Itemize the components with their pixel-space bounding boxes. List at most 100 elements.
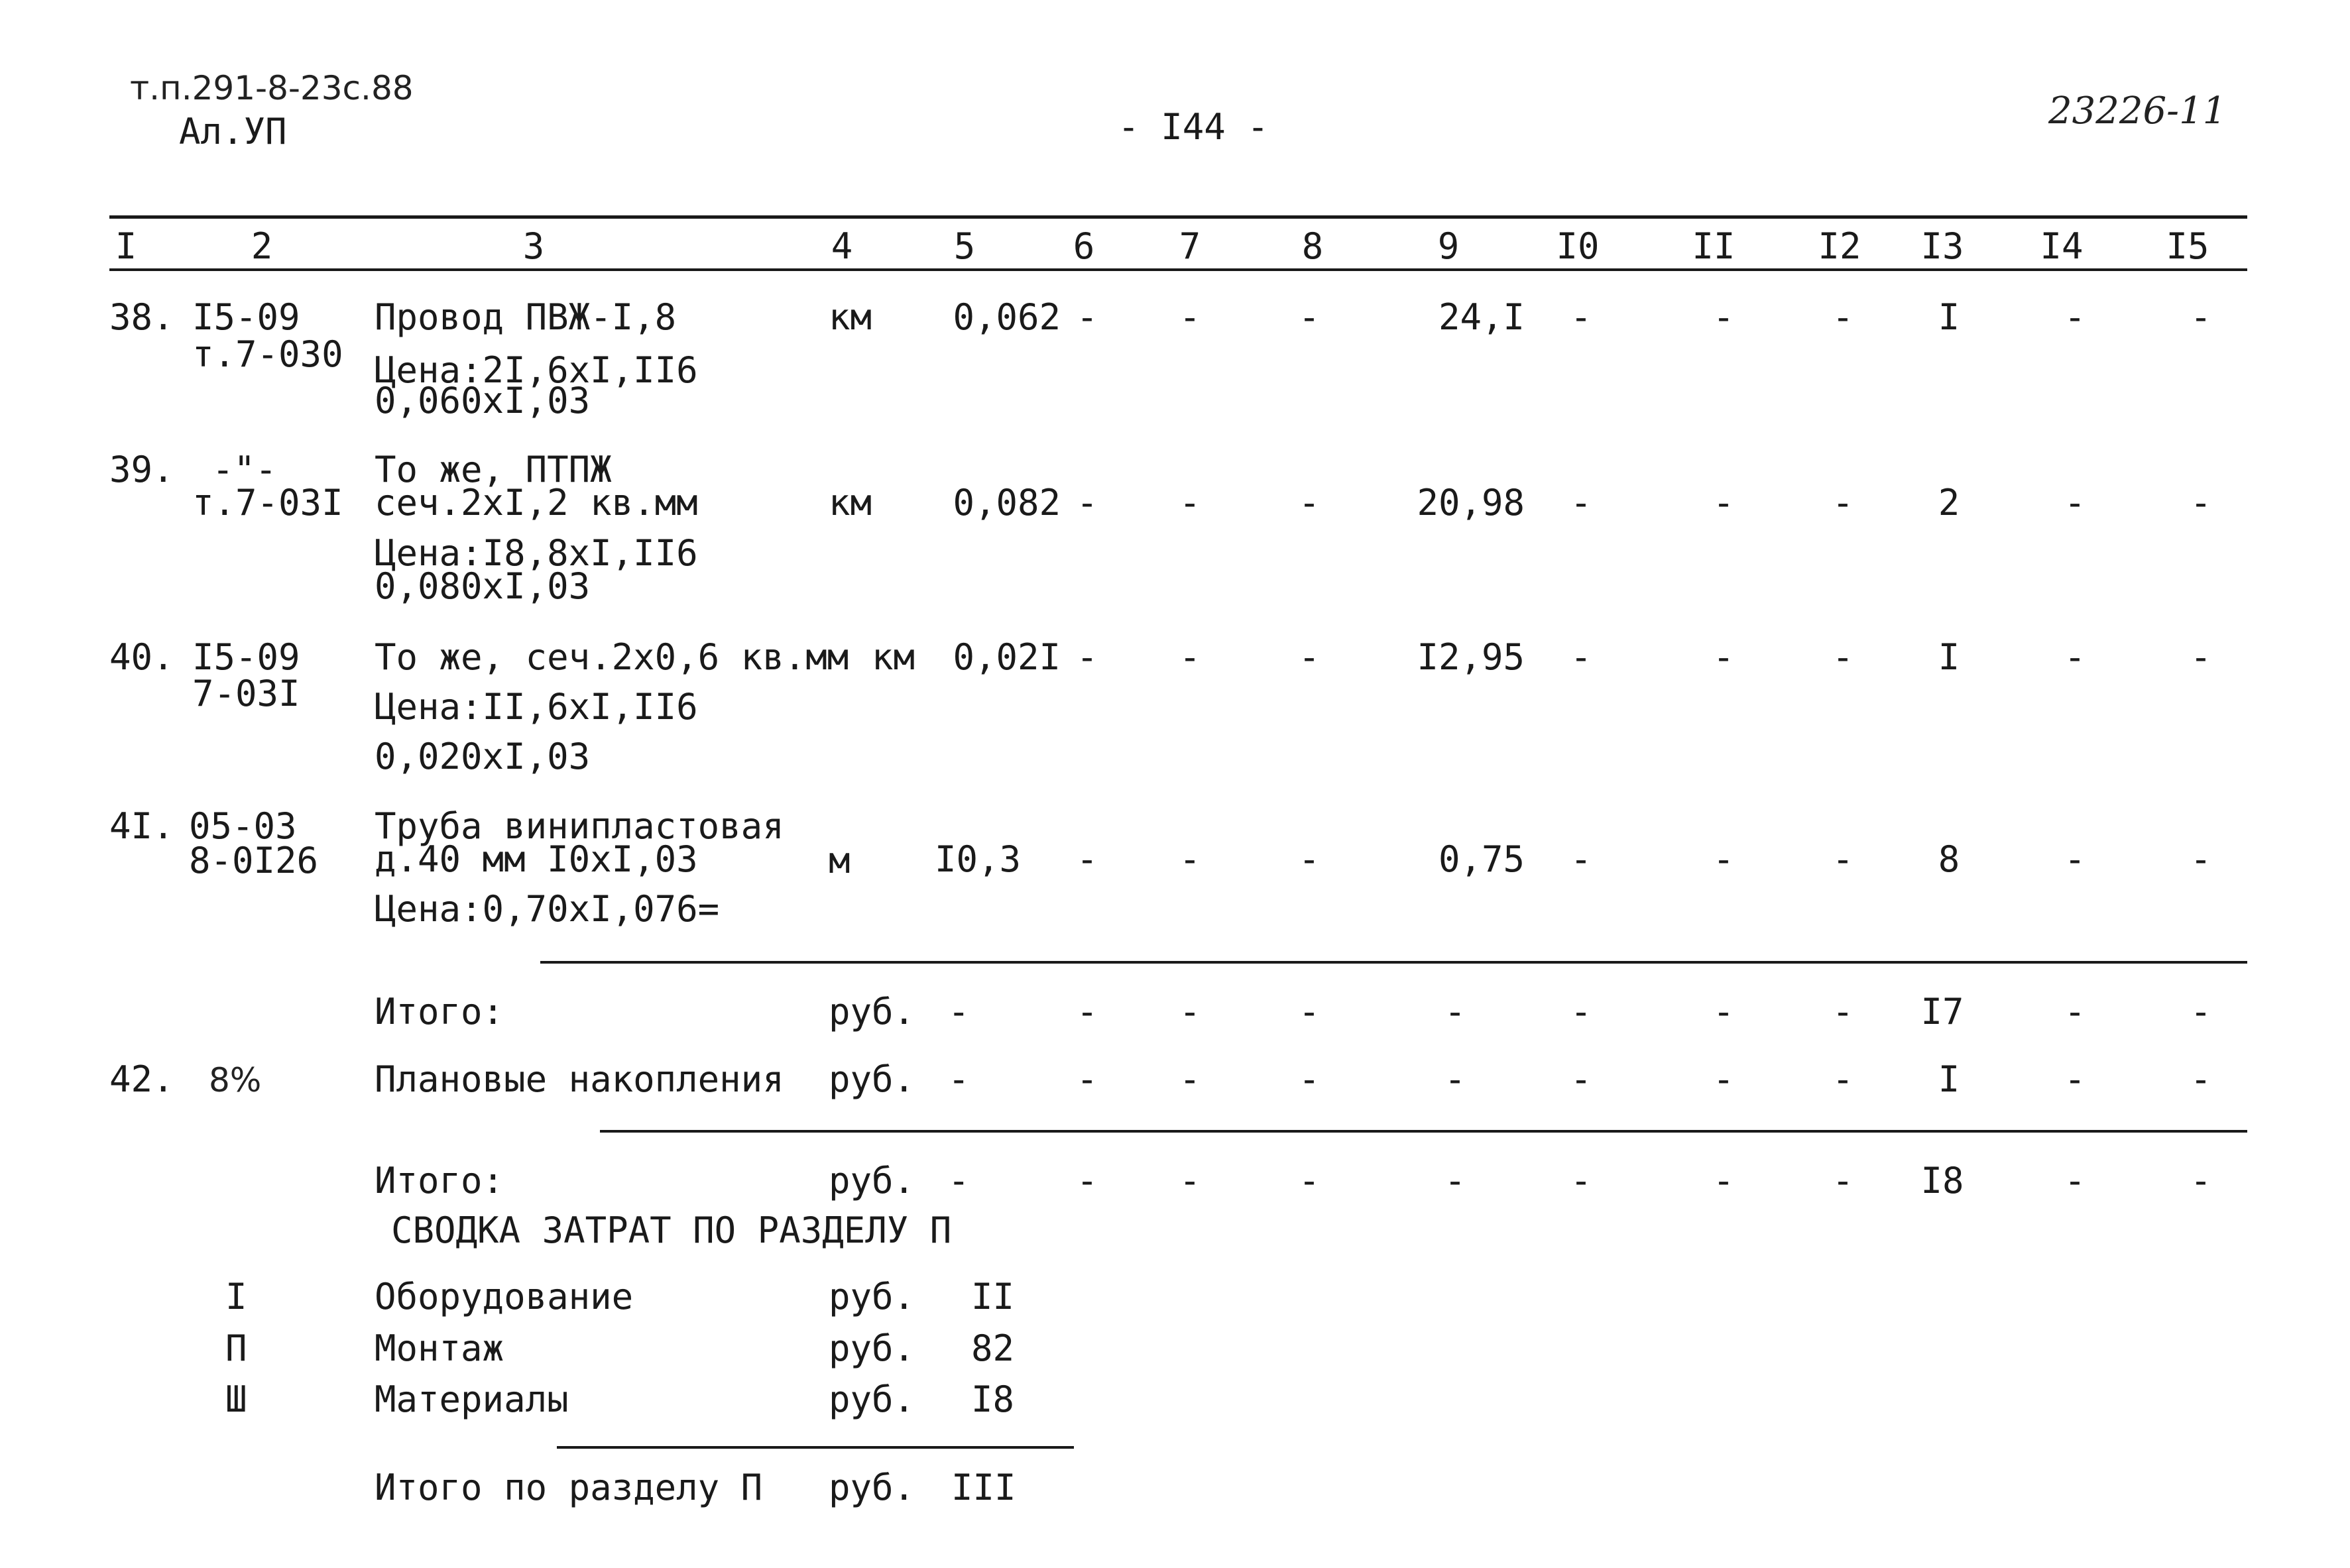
unit: руб. — [829, 1058, 915, 1100]
unit: км — [829, 482, 872, 524]
norm-table: т.7-030 — [192, 333, 343, 375]
cell-col13: 8 — [1938, 838, 1960, 880]
norm-code: 05-03 — [189, 805, 297, 847]
cell-col8: - — [1298, 636, 1321, 678]
cell-col13: I7 — [1920, 991, 1964, 1033]
cell-col11: - — [1712, 1058, 1735, 1100]
cell-col13: I — [1938, 1058, 1960, 1100]
summary-total-value: III — [951, 1467, 1016, 1508]
cell-col14: - — [2064, 1058, 2086, 1100]
item-description: Провод ПВЖ-I,8 — [375, 296, 677, 338]
cell-col7: - — [1179, 296, 1201, 338]
unit: м — [829, 840, 851, 881]
cell-col13: I — [1938, 296, 1960, 338]
cell-col10: - — [1570, 1160, 1592, 1202]
column-header-8: 8 — [1301, 225, 1324, 267]
cell-col5: - — [948, 1058, 970, 1100]
summary-total-rule — [557, 1446, 1074, 1449]
cell-col8: - — [1298, 1058, 1321, 1100]
cell-col12: - — [1832, 838, 1854, 880]
cell-col14: - — [2064, 991, 2086, 1033]
cell-col15: - — [2190, 838, 2212, 880]
norm-table: 7-03I — [192, 673, 300, 714]
cell-col14: - — [2064, 838, 2086, 880]
cell-col15: - — [2190, 1058, 2212, 1100]
cell-col10: - — [1570, 1058, 1592, 1100]
cell-col14: - — [2064, 1160, 2086, 1202]
cell-col11: - — [1712, 636, 1735, 678]
column-header-4: 4 — [831, 225, 853, 267]
cell-col9: 0,75 — [1438, 838, 1525, 880]
cell-col6: - — [1076, 636, 1098, 678]
item-price-formula: Цена:I8,8хI,II6 — [375, 532, 698, 574]
summary-item-unit: руб. — [829, 1276, 915, 1317]
header-bottom-rule — [109, 268, 2247, 271]
cell-col9: - — [1444, 1058, 1466, 1100]
item-quantity-formula: 0,080хI,03 — [375, 565, 591, 607]
cell-col6: - — [1076, 1160, 1098, 1202]
row-number: 39. — [109, 449, 174, 490]
row-number: 42. — [109, 1058, 174, 1100]
summary-total-unit: руб. — [829, 1467, 915, 1508]
cell-col7: - — [1179, 991, 1201, 1033]
cell-col7: - — [1179, 1058, 1201, 1100]
item-quantity-formula: 0,020хI,03 — [375, 736, 591, 777]
cell-col12: - — [1832, 636, 1854, 678]
album-label: Ал.УП — [179, 111, 287, 152]
cell-col8: - — [1298, 482, 1321, 524]
subtotal-rule-2 — [600, 1130, 2247, 1133]
summary-item-value: II — [971, 1276, 1015, 1317]
item-quantity-formula: 0,060хI,03 — [375, 380, 591, 421]
summary-item-label: Монтаж — [375, 1327, 504, 1369]
cell-col8: - — [1298, 296, 1321, 338]
cell-col11: - — [1712, 296, 1735, 338]
row-number: 40. — [109, 636, 174, 678]
cell-col7: - — [1179, 636, 1201, 678]
summary-item-label: Оборудование — [375, 1276, 634, 1317]
cell-col6: - — [1076, 482, 1098, 524]
cell-col15: - — [2190, 482, 2212, 524]
cell-col5: - — [948, 1160, 970, 1202]
cell-col15: - — [2190, 296, 2212, 338]
column-header-6: 6 — [1073, 225, 1095, 267]
cell-col15: - — [2190, 1160, 2212, 1202]
item-size-formula: д.40 мм I0хI,03 — [375, 838, 698, 880]
cell-col12: - — [1832, 296, 1854, 338]
row-number: 4I. — [109, 805, 174, 847]
cell-col7: - — [1179, 482, 1201, 524]
cell-col10: - — [1570, 296, 1592, 338]
column-header-11: II — [1692, 225, 1735, 267]
column-header-2: 2 — [251, 225, 273, 267]
column-header-10: I0 — [1556, 225, 1600, 267]
cell-col11: - — [1712, 838, 1735, 880]
cell-col13: 2 — [1938, 482, 1960, 524]
cell-col5: 0,062 — [953, 296, 1061, 338]
column-header-3: 3 — [522, 225, 545, 267]
cell-col15: - — [2190, 991, 2212, 1033]
column-header-12: I2 — [1818, 225, 1861, 267]
item-description: То же, ПТПЖ — [375, 449, 612, 490]
item-description: Труба винипластовая — [375, 805, 784, 847]
cell-col14: - — [2064, 636, 2086, 678]
subtotal-rule-1 — [540, 961, 2247, 964]
cell-col14: - — [2064, 482, 2086, 524]
norm-table: т.7-03I — [192, 482, 343, 524]
cell-col11: - — [1712, 1160, 1735, 1202]
cell-col7: - — [1179, 1160, 1201, 1202]
summary-total-label: Итого по разделу П — [375, 1467, 763, 1508]
cell-col9: - — [1444, 1160, 1466, 1202]
cell-col12: - — [1832, 1160, 1854, 1202]
cell-col8: - — [1298, 991, 1321, 1033]
norm-code: I5-09 — [192, 296, 300, 338]
total-label: Итого: — [375, 1160, 504, 1202]
summary-item-number: П — [225, 1327, 247, 1369]
project-code: т.п.291-8-23с.88 — [130, 69, 414, 107]
cell-col12: - — [1832, 1058, 1854, 1100]
item-description: То же, сеч.2х0,6 кв.мм — [375, 636, 849, 678]
unit: км — [872, 636, 915, 678]
cell-col6: - — [1076, 991, 1098, 1033]
cell-col6: - — [1076, 1058, 1098, 1100]
item-price-formula: Цена:2I,6хI,II6 — [375, 349, 698, 391]
item-description: Плановые накопления — [375, 1058, 784, 1100]
